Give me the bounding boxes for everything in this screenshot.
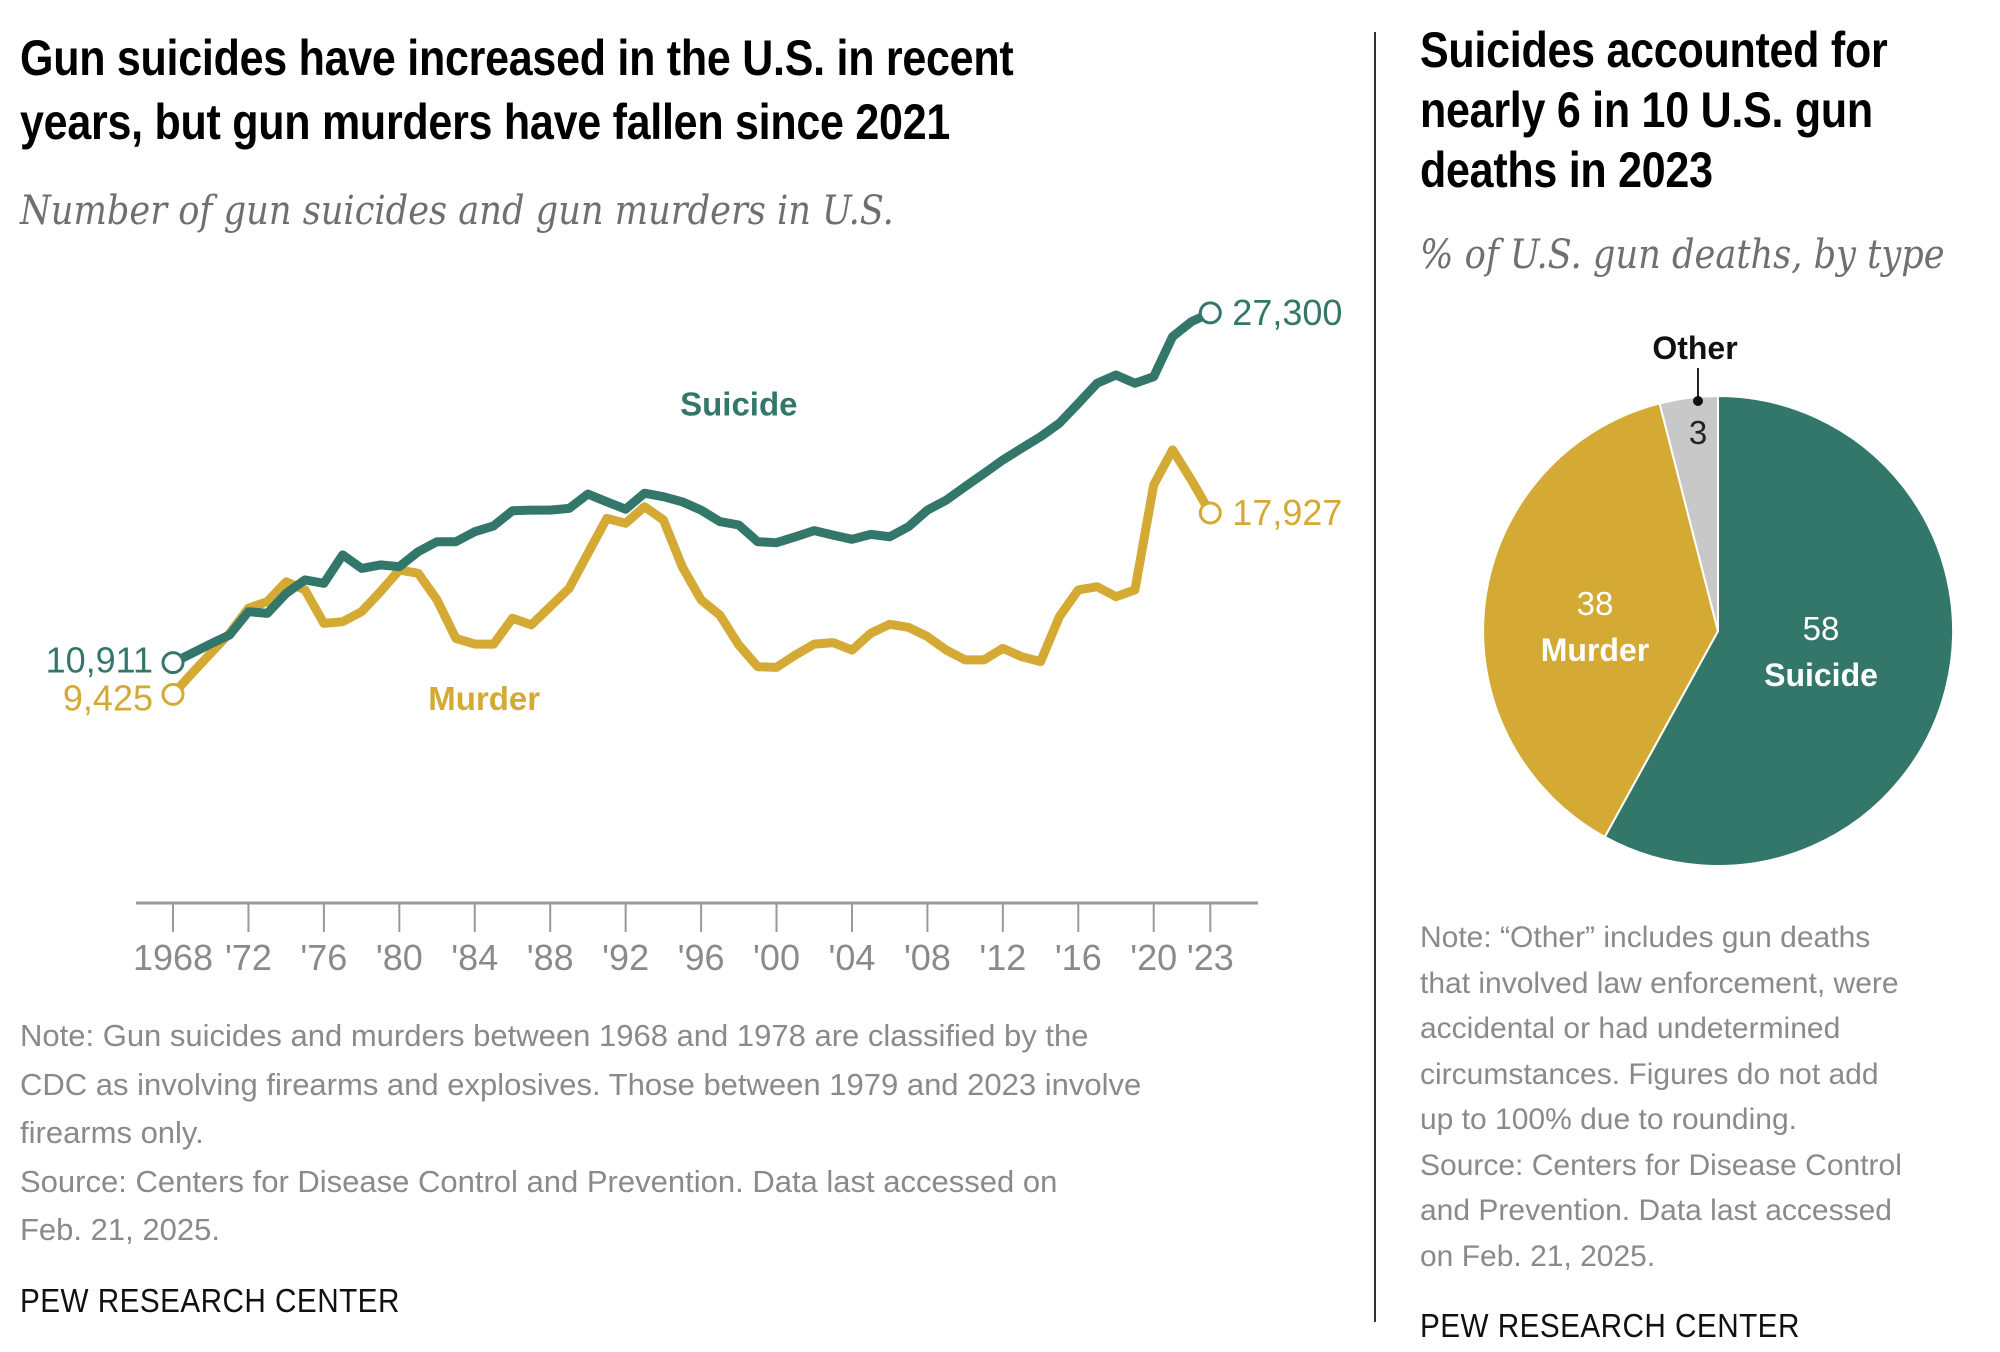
source-line: and Prevention. Data last accessed [1420,1194,1892,1227]
pie-chart-subtitle: % of U.S. gun deaths, by type [1420,232,1945,278]
note-line: circumstances. Figures do not add [1420,1057,1879,1091]
x-tick-label: '76 [300,937,347,978]
line-chart-note: Note: Gun suicides and murders between 1… [20,1012,1141,1255]
pie-chart-title: Suicides accounted for nearly 6 in 10 U.… [1420,20,1888,200]
pie-slice-murder [1482,402,1720,839]
note-line: firearms only. [20,1115,204,1150]
note-line: up to 100% due to rounding. [1420,1103,1797,1136]
murder-end-marker [1198,501,1222,525]
x-tick-label: '96 [678,937,725,978]
x-tick-label: '20 [1130,937,1177,978]
pie-label-other-name: Other [1652,330,1737,366]
murder-series-label: Murder [428,680,540,717]
pie-chart: 58 Suicide 38 Murder 3 Other [1482,330,1955,867]
source-line: Feb. 21, 2025. [20,1212,220,1247]
note-line: that involved law enforcement, were [1420,966,1899,1000]
x-axis-ticks: 1968 '72 '76 '80 '84 '88 '92 '96 '00 '04 '08 '12 '16… [133,904,1234,978]
pie-label-murder-name: Murder [1541,632,1649,668]
line-chart-title: Gun suicides have increased in the U.S. … [20,26,1014,154]
pie-slice-other [1658,394,1719,632]
note-line: Note: Gun suicides and murders between 1… [20,1018,1089,1053]
panel-divider [1374,32,1376,1322]
pew-brand-left: PEW RESEARCH CENTER [20,1282,400,1319]
murder-end-value: 17,927 [1232,492,1342,533]
x-tick-label: '16 [1055,937,1102,978]
x-tick-label: '00 [753,937,800,978]
source-line: on Feb. 21, 2025. [1420,1239,1656,1273]
x-tick-label: '80 [376,937,423,978]
suicide-line [168,308,1215,668]
x-tick-label: '72 [225,937,272,978]
suicide-start-marker [161,651,185,675]
source-line: Source: Centers for Disease Control [1420,1148,1902,1182]
pie-slice-suicide [1603,394,1955,867]
suicide-end-value: 27,300 [1232,292,1342,333]
pie-chart-title-line-1: Suicides accounted for [1420,22,1888,78]
x-tick-label: '92 [602,937,649,978]
pie-chart-note: Note: “Other” includes gun deaths that i… [1420,915,1902,1279]
note-line: CDC as involving firearms and explosives… [20,1066,1142,1102]
pew-brand-right: PEW RESEARCH CENTER [1420,1307,1800,1344]
murder-start-marker [161,682,185,706]
suicide-start-value: 10,911 [46,640,153,681]
x-tick-label: '84 [451,937,498,978]
line-chart-title-line-1: Gun suicides have increased in the U.S. … [20,30,1014,86]
pie-label-other-value: 3 [1689,414,1707,451]
note-line: accidental or had undetermined [1420,1012,1841,1045]
pie-chart-title-line-2: nearly 6 in 10 U.S. gun [1420,82,1873,138]
x-tick-label: '23 [1187,937,1234,978]
endpoint-markers [161,301,1222,706]
murder-line [168,445,1215,699]
other-leader-dot [1693,396,1703,406]
murder-start-value: 9,425 [63,677,153,718]
x-tick-label: 1968 [133,937,213,978]
suicide-series-label: Suicide [680,385,797,422]
pie-label-suicide-value: 58 [1803,610,1840,647]
pie-chart-title-line-3: deaths in 2023 [1420,142,1713,198]
suicide-end-marker [1198,301,1222,325]
line-chart-subtitle: Number of gun suicides and gun murders i… [20,188,894,234]
line-chart-title-line-2: years, but gun murders have fallen since… [20,94,951,150]
note-line: Note: “Other” includes gun deaths [1420,921,1871,954]
x-tick-label: '04 [828,937,875,978]
line-chart: 1968 '72 '76 '80 '84 '88 '92 '96 '00 '04 '08 '12 '16… [46,292,1343,978]
pie-label-suicide-name: Suicide [1764,657,1878,693]
x-tick-label: '12 [979,937,1026,978]
source-line: Source: Centers for Disease Control and … [20,1163,1058,1199]
x-tick-label: '88 [527,937,574,978]
pie-label-murder-value: 38 [1577,585,1614,622]
x-tick-label: '08 [904,937,951,978]
